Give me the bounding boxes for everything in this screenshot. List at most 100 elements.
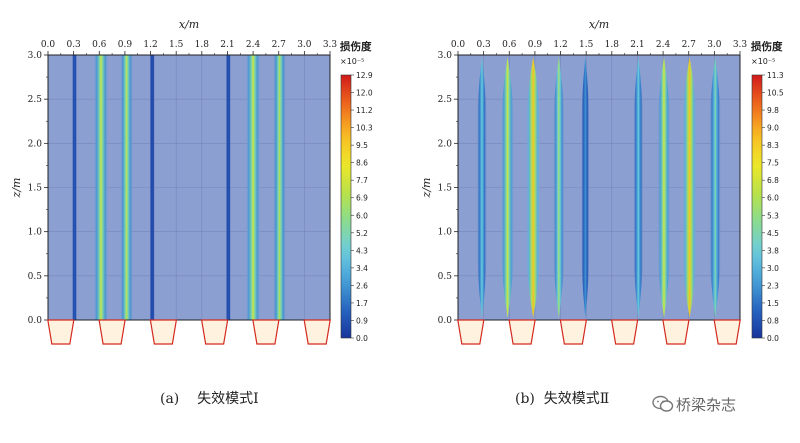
y-tick-label: 2.0 — [28, 139, 43, 149]
support-block — [559, 319, 588, 345]
x-tick-label: 2.1 — [630, 40, 644, 50]
colorbar-tick-label: 4.5 — [767, 229, 779, 238]
y-tick-label: 1.0 — [28, 228, 43, 238]
y-tick-label: 1.5 — [28, 184, 43, 194]
colorbar-tick-label: 9.0 — [767, 124, 779, 133]
watermark-text: 桥梁杂志 — [676, 396, 737, 414]
colorbar-tick-label: 0.0 — [356, 334, 368, 343]
damage-band — [225, 55, 231, 320]
colorbar-tick-label: 0.0 — [767, 334, 779, 343]
panel-b-label: (b) — [515, 391, 535, 407]
colorbar-tick-label: 6.0 — [767, 194, 779, 203]
y-tick-label: 0.0 — [28, 316, 43, 326]
panel-a-label: (a) — [160, 391, 180, 407]
x-tick-label: 1.8 — [605, 40, 620, 50]
colorbar-tick-label: 6.0 — [356, 211, 368, 220]
colorbar-tick-label: 5.2 — [356, 229, 368, 238]
y-axis-label: z/m — [420, 178, 433, 199]
y-tick-label: 2.5 — [438, 95, 453, 105]
colorbar-tick-label: 12.0 — [356, 89, 373, 98]
damage-band — [581, 57, 590, 318]
y-tick-label: 3.0 — [28, 51, 43, 61]
x-tick-label: 2.4 — [246, 40, 261, 50]
x-tick-label: 2.4 — [656, 40, 671, 50]
colorbar-tick-label: 3.0 — [767, 264, 779, 273]
support-block — [252, 319, 280, 345]
colorbar — [340, 74, 352, 339]
y-tick-label: 0.5 — [28, 272, 43, 282]
x-tick-label: 0.3 — [476, 40, 491, 50]
colorbar-tick-label: 6.9 — [356, 194, 368, 203]
colorbar-tick-label: 2.3 — [767, 281, 779, 290]
x-tick-label: 2.7 — [272, 40, 287, 50]
damage-band — [272, 55, 287, 320]
colorbar-tick-label: 11.3 — [767, 71, 784, 80]
wechat-icon — [652, 395, 674, 412]
support-block — [713, 319, 741, 345]
x-tick-label: 0.9 — [118, 40, 133, 50]
colorbar-tick-label: 0.8 — [767, 316, 779, 325]
y-tick-label: 1.5 — [438, 184, 453, 194]
x-tick-label: 1.5 — [579, 40, 594, 50]
damage-band — [93, 55, 109, 320]
damage-band — [500, 57, 515, 318]
support-block — [149, 319, 178, 345]
colorbar-tick-label: 3.8 — [767, 246, 779, 255]
colorbar-tick-label: 7.5 — [767, 159, 779, 168]
x-tick-label: 1.2 — [553, 40, 567, 50]
colorbar-tick-label: 1.5 — [767, 299, 779, 308]
y-tick-label: 0.0 — [438, 316, 453, 326]
colorbar-tick-label: 8.6 — [356, 159, 368, 168]
x-tick-label: 1.8 — [195, 40, 210, 50]
colorbar-tick-label: 10.3 — [356, 124, 373, 133]
x-axis-label: x/m — [589, 18, 609, 31]
x-tick-label: 3.3 — [733, 40, 748, 50]
x-tick-label: 3.0 — [707, 40, 722, 50]
colorbar-tick-label: 8.3 — [767, 141, 779, 150]
damage-band — [476, 57, 488, 318]
x-tick-label: 2.7 — [682, 40, 697, 50]
x-axis-label: x/m — [179, 18, 199, 31]
damage-band — [149, 55, 155, 320]
x-tick-label: 1.5 — [169, 40, 184, 50]
damage-band — [681, 57, 698, 318]
colorbar-unit: ×10⁻⁵ — [751, 57, 775, 66]
support-block — [610, 319, 639, 345]
support-block — [508, 319, 536, 345]
colorbar-tick-label: 12.9 — [356, 71, 373, 80]
damage-band — [633, 57, 644, 318]
colorbar-tick-label: 1.7 — [356, 299, 368, 308]
colorbar-tick-label: 9.5 — [356, 141, 368, 150]
colorbar-tick-label: 4.3 — [356, 246, 368, 255]
y-tick-label: 2.5 — [28, 95, 43, 105]
damage-band — [245, 55, 261, 320]
x-tick-label: 0.6 — [92, 40, 107, 50]
support-block — [98, 319, 126, 345]
x-tick-label: 0.3 — [66, 40, 81, 50]
colorbar-tick-label: 7.7 — [356, 176, 368, 185]
x-tick-label: 0.9 — [528, 40, 543, 50]
support-block — [303, 319, 331, 345]
colorbar-tick-label: 9.8 — [767, 106, 779, 115]
colorbar-unit: ×10⁻⁵ — [340, 57, 364, 66]
panel-a-caption-text: 失效模式Ⅰ — [197, 391, 259, 407]
support-block — [200, 319, 229, 345]
support-block — [457, 319, 485, 345]
y-tick-label: 0.5 — [438, 272, 453, 282]
damage-band — [552, 57, 565, 318]
panel-a-caption: (a) 失效模式Ⅰ — [160, 388, 259, 408]
damage-band — [71, 55, 78, 320]
x-tick-label: 3.0 — [297, 40, 312, 50]
colorbar-tick-label: 11.2 — [356, 106, 373, 115]
panel-b-heatmap: 0.0 0.3 0.6 0.9 1.2 1.5 1.8 2.1 2.4 2.7 3.0 3.3 x/m 0… — [420, 18, 784, 345]
colorbar-title: 损伤度 — [340, 40, 372, 53]
y-axis-label: z/m — [10, 178, 23, 199]
colorbar — [751, 74, 763, 339]
y-tick-label: 2.0 — [438, 139, 453, 149]
y-tick-label: 1.0 — [438, 228, 453, 238]
colorbar-tick-label: 10.5 — [767, 89, 784, 98]
colorbar-tick-label: 2.6 — [356, 281, 368, 290]
colorbar-tick-label: 0.9 — [356, 316, 368, 325]
x-tick-label: 3.3 — [323, 40, 338, 50]
